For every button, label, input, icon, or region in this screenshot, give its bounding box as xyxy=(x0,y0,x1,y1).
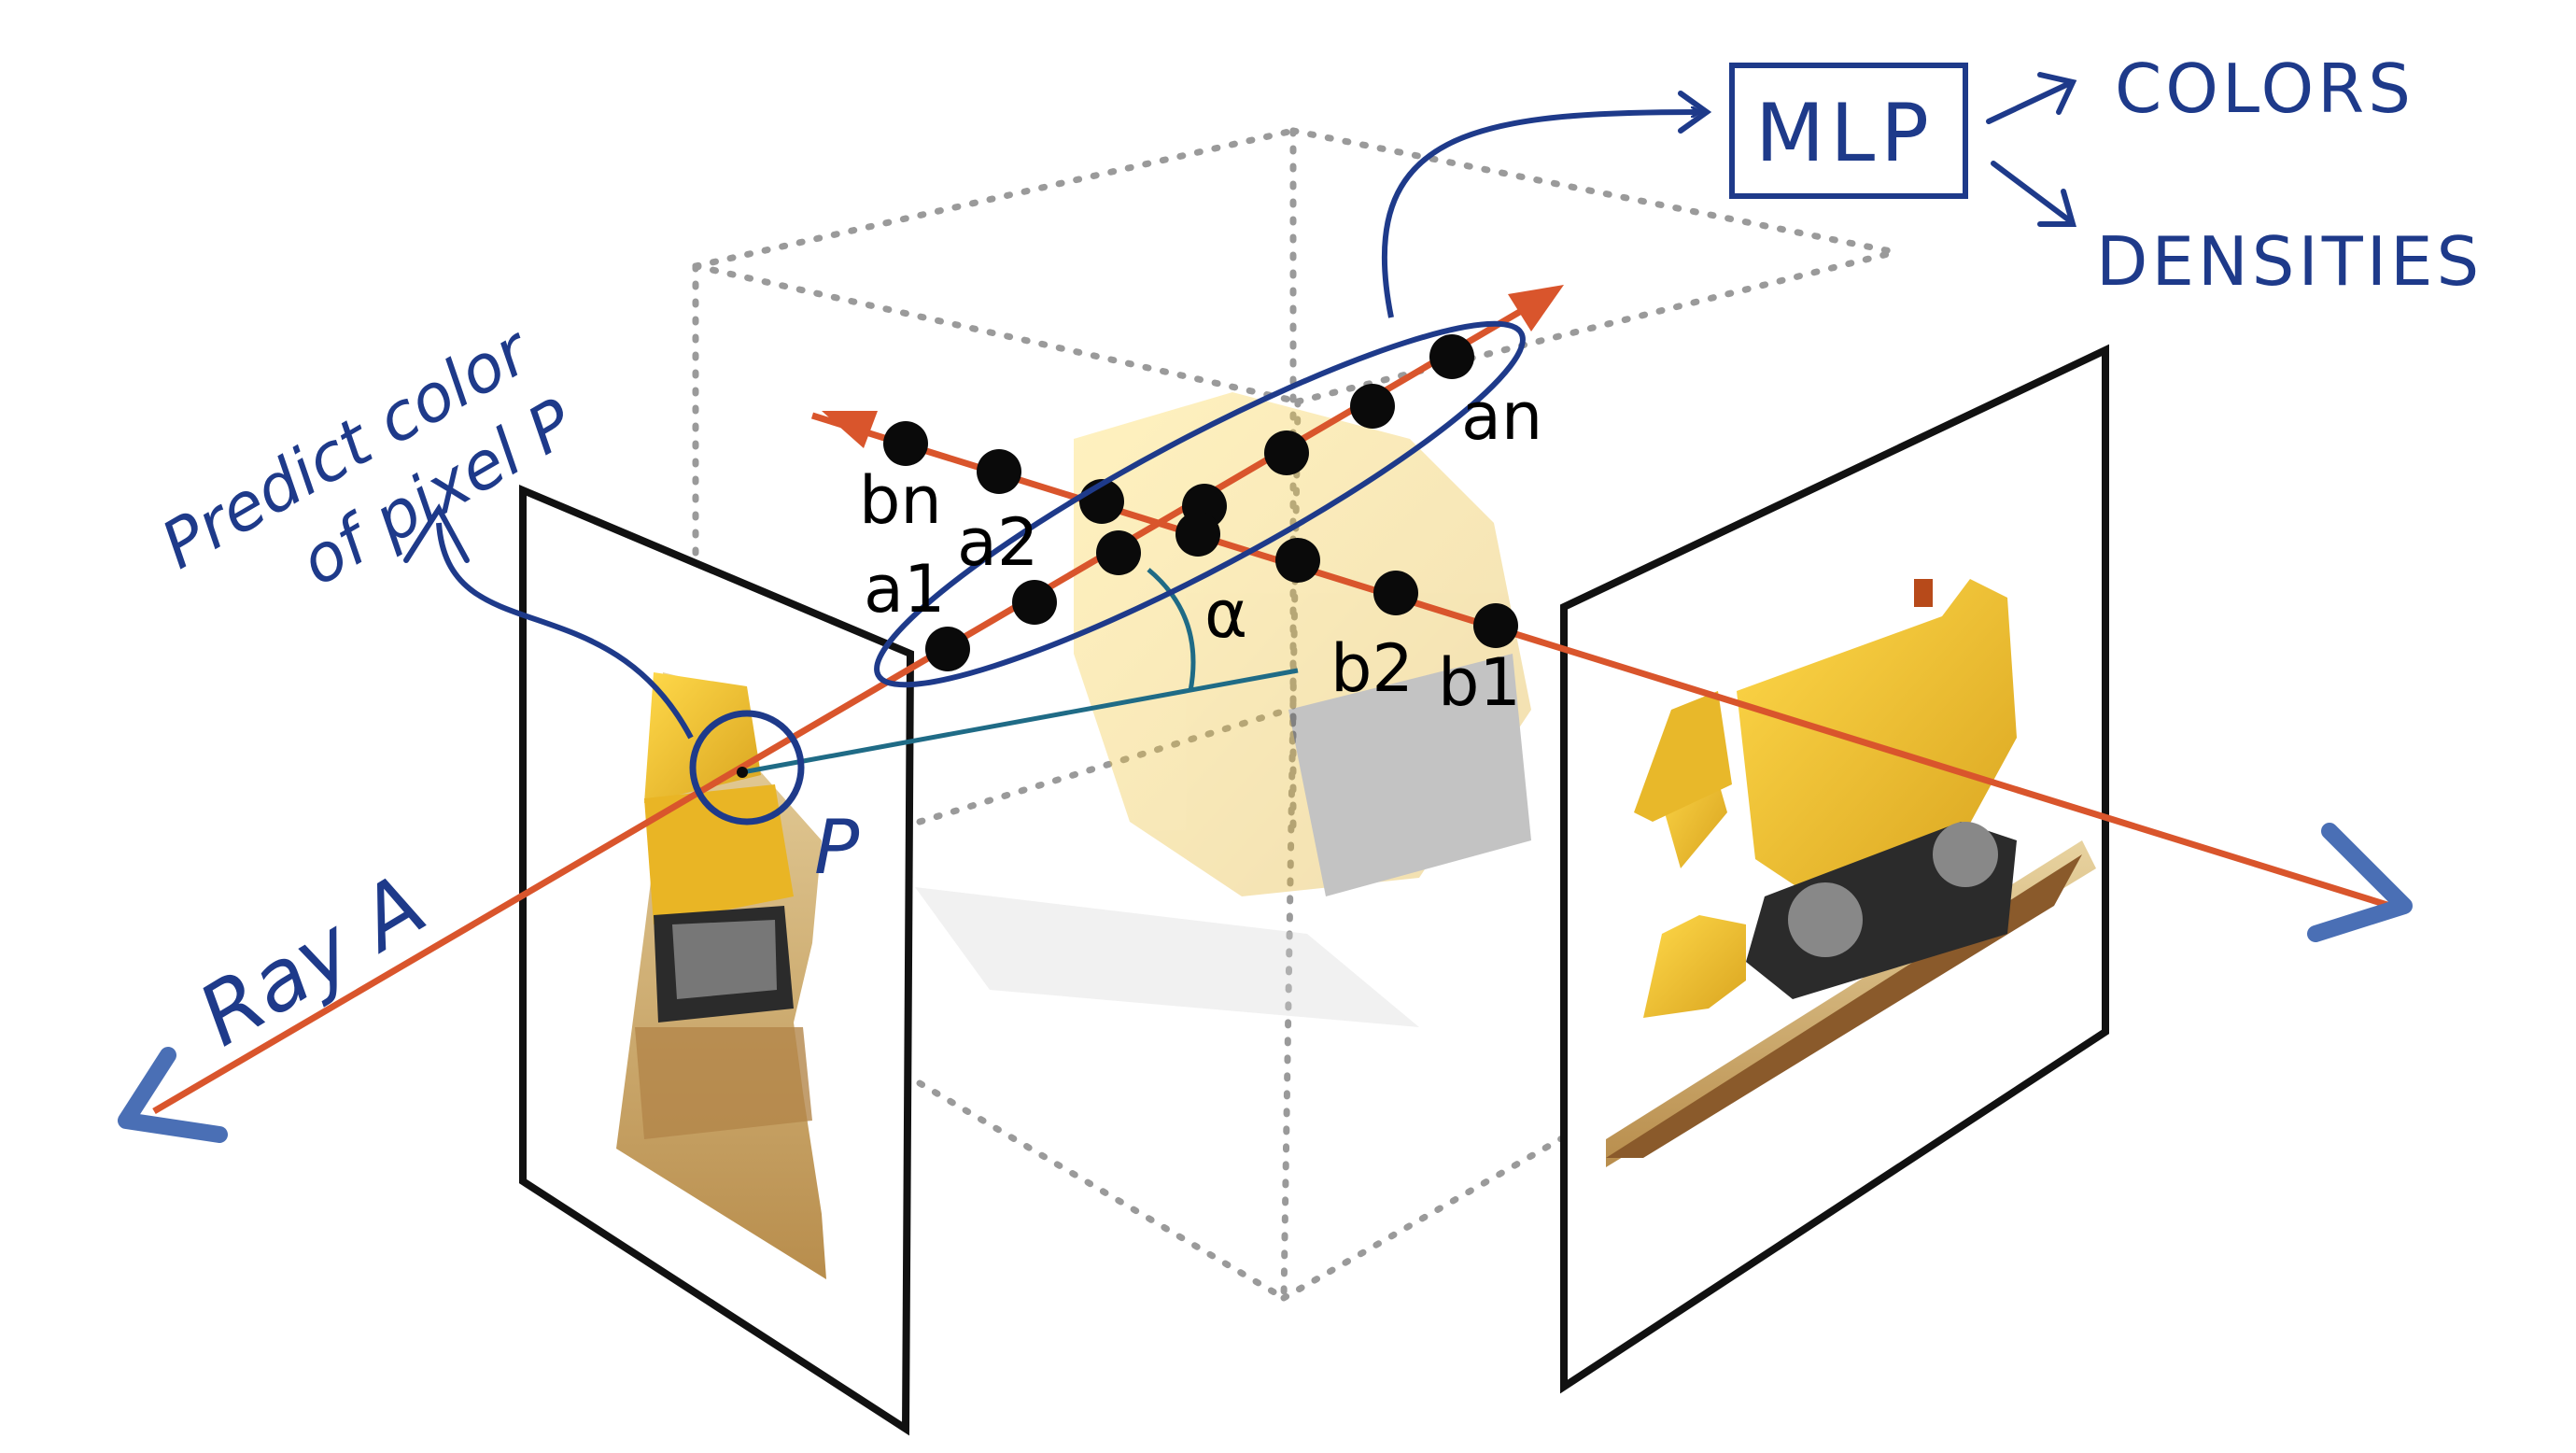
densities-label: DENSITIES xyxy=(2096,222,2483,301)
point-b2 xyxy=(1275,538,1320,583)
label-an: an xyxy=(1461,378,1542,455)
label-bn: bn xyxy=(859,462,942,539)
ray-a-label: Ray A xyxy=(183,855,443,1065)
point-an xyxy=(1429,334,1474,379)
point-bn xyxy=(883,421,928,466)
arrow-to-predict xyxy=(436,522,694,740)
label-b2: b2 xyxy=(1330,630,1414,707)
pixel-p-circle xyxy=(689,710,805,825)
sample-points xyxy=(883,334,1518,671)
ray-a-line xyxy=(118,285,1564,1143)
arrow-to-mlp xyxy=(1381,112,1699,318)
right-image-plane xyxy=(1560,344,2109,1394)
point-a1 xyxy=(925,627,970,671)
pixel-p-dot xyxy=(737,767,748,778)
pixel-p-label: P xyxy=(814,804,860,891)
right-bulldozer-image xyxy=(1606,579,2096,1167)
label-a2: a2 xyxy=(957,504,1038,581)
mlp-label: MLP xyxy=(1755,87,1935,180)
ray-a-annotation: Ray A xyxy=(183,855,443,1065)
label-a1: a1 xyxy=(864,551,945,628)
sample-group-ellipse xyxy=(874,320,1526,688)
point-a6 xyxy=(1350,384,1395,429)
point-b1 xyxy=(1473,603,1518,648)
mlp-box: MLP xyxy=(1729,63,1968,199)
left-image-plane xyxy=(519,484,915,1436)
point-b-5 xyxy=(977,449,1021,494)
point-b-1 xyxy=(1373,571,1418,615)
point-a3 xyxy=(1096,530,1141,575)
point-a-2 xyxy=(1012,580,1057,625)
colors-label: COLORS xyxy=(2115,49,2414,128)
point-a5 xyxy=(1264,430,1309,475)
label-b1: b1 xyxy=(1438,644,1521,721)
angle-indicator xyxy=(741,568,1299,775)
mlp-output-arrows xyxy=(1986,72,2077,227)
label-alpha: α xyxy=(1204,576,1247,653)
point-b-3 xyxy=(1175,512,1220,557)
